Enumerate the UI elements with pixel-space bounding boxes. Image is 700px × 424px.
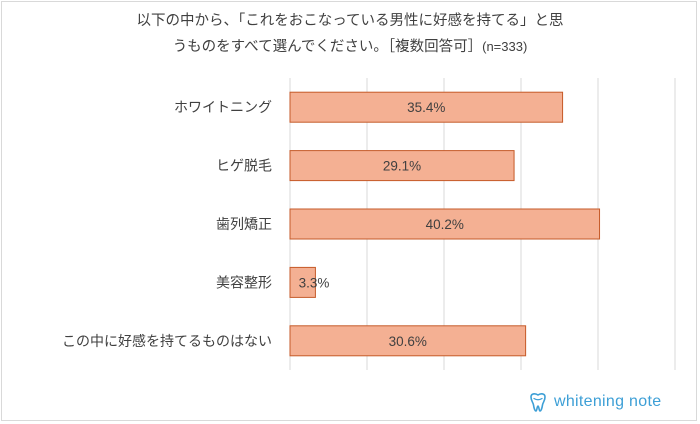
- bar: [289, 325, 527, 357]
- data-label: 30.6%: [389, 334, 427, 349]
- category-label: この中に好感を持てるものはない: [62, 333, 272, 350]
- brand-logo: whitening note: [527, 388, 661, 416]
- data-label: 3.3%: [299, 275, 330, 290]
- data-label: 35.4%: [407, 100, 445, 115]
- data-label: 29.1%: [383, 159, 421, 174]
- category-label: ヒゲ脱毛: [216, 159, 272, 175]
- sample-size: (n=333): [482, 39, 528, 54]
- bar: [289, 266, 316, 298]
- chart-title: 以下の中から、「これをおこなっている男性に好感を持てる」と思 うものをすべて選ん…: [70, 8, 630, 60]
- brand-text: whitening note: [554, 393, 662, 410]
- tooth-icon: [530, 393, 546, 412]
- chart-title-line-1: 以下の中から、「これをおこなっている男性に好感を持てる」と思: [136, 13, 564, 29]
- category-label: ホワイトニング: [174, 100, 272, 116]
- category-label: 歯列矯正: [216, 217, 272, 233]
- data-label: 40.2%: [426, 217, 464, 232]
- chart-title-line-2: うものをすべて選んでください。［複数回答可］(n=333): [70, 34, 630, 60]
- bar: [289, 91, 564, 123]
- category-label: 美容整形: [216, 274, 272, 291]
- chart-title-line-2-text: うものをすべて選んでください。［複数回答可］: [172, 39, 483, 55]
- bar: [289, 150, 515, 182]
- bar: [289, 208, 601, 240]
